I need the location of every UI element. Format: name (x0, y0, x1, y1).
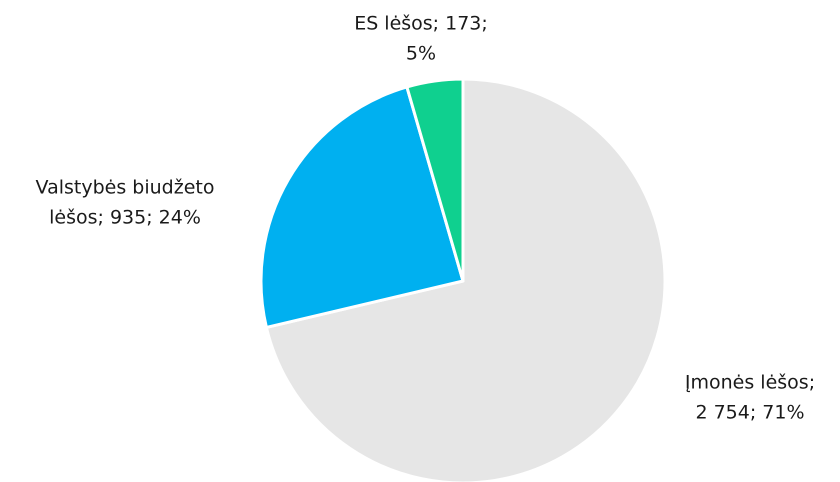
data-label: 2 754; 71% (695, 402, 804, 424)
pie-slice (259, 85, 465, 329)
data-label: ES lėšos; 173; (354, 13, 488, 35)
pie-slice (405, 77, 465, 283)
pie-slice (264, 77, 667, 482)
data-label: 5% (406, 43, 436, 65)
data-label: Valstybės biudžeto (36, 177, 215, 199)
data-label: Įmonės lėšos; (685, 372, 815, 394)
data-label: lėšos; 935; 24% (49, 207, 201, 229)
